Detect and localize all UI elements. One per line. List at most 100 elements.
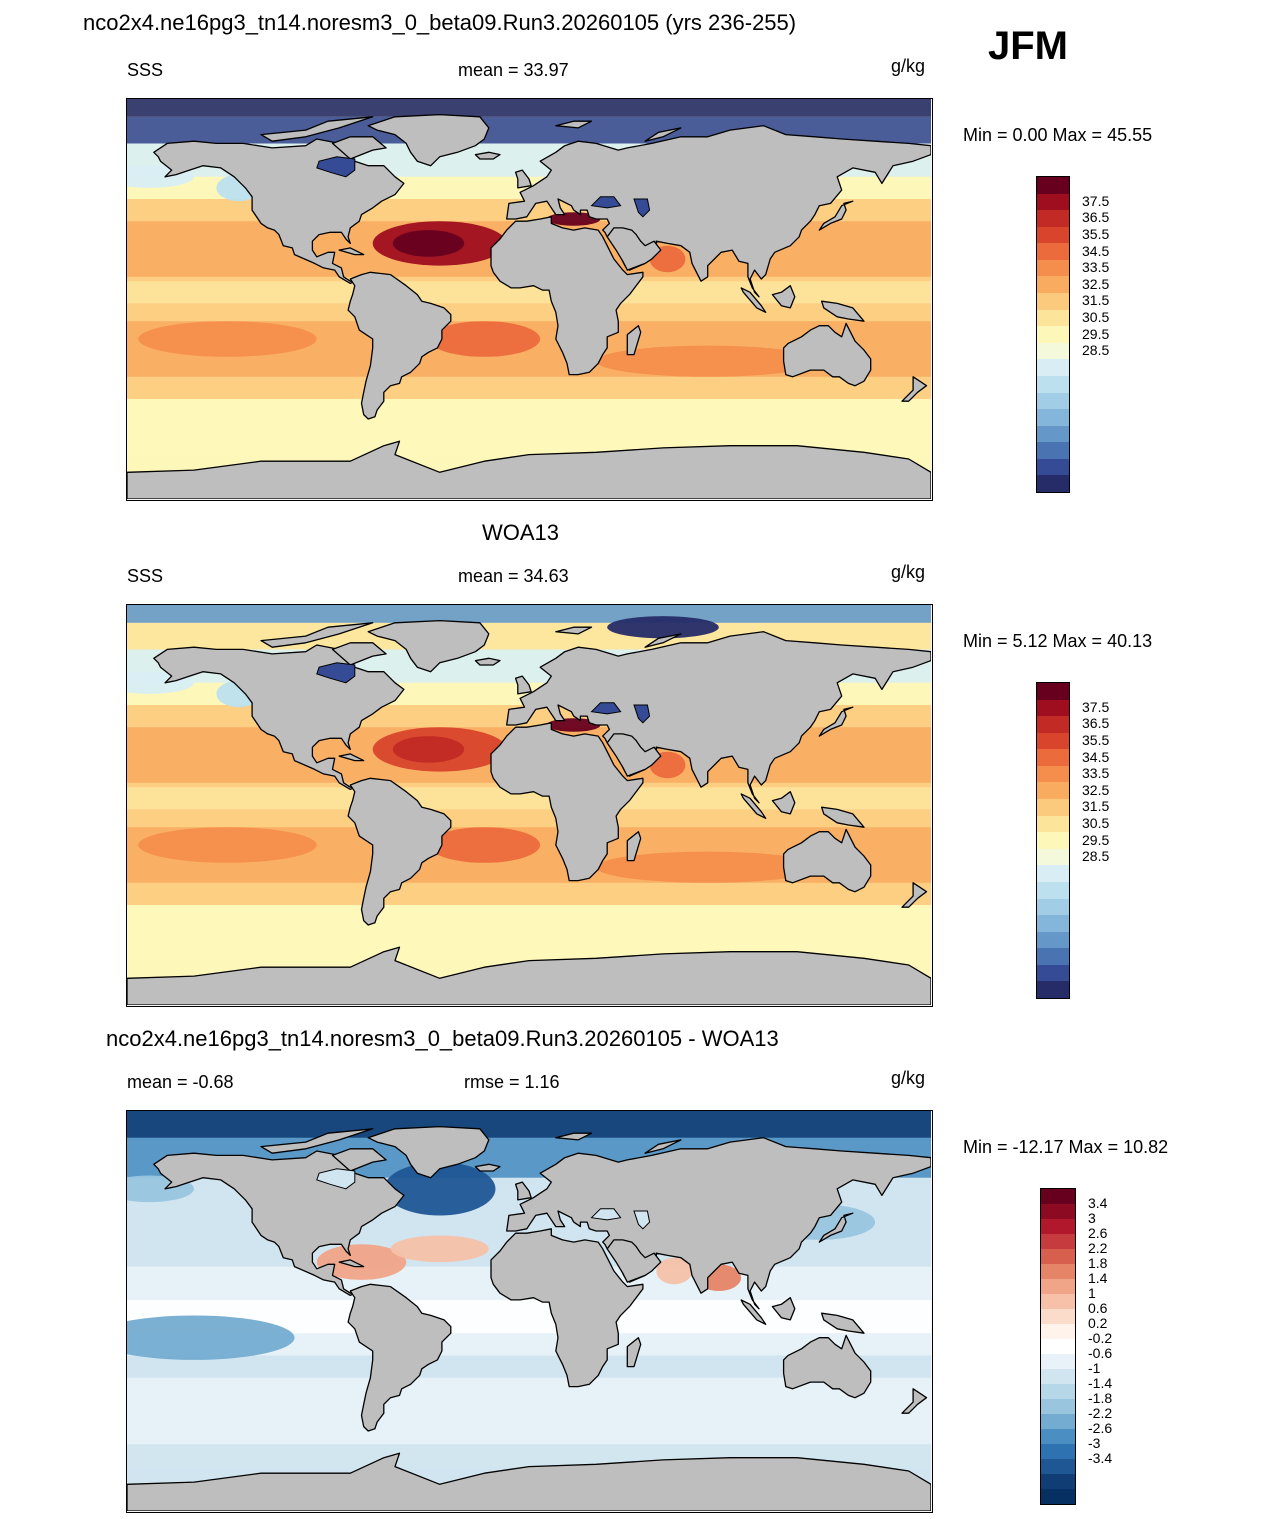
- panel1-model-sss-map: [126, 98, 933, 501]
- colorbar-tick-label: 1: [1088, 1285, 1096, 1301]
- colorbar-tick-label: 36.5: [1082, 209, 1110, 226]
- colorbar-swatch: [1037, 309, 1069, 327]
- colorbar-swatch: [1037, 475, 1069, 492]
- colorbar-tick-label: 28.5: [1082, 848, 1110, 865]
- colorbar-tick-label: -1.8: [1088, 1390, 1113, 1406]
- colorbar-tick-label: 0.2: [1088, 1315, 1108, 1331]
- colorbar-tick-label: 37.5: [1082, 698, 1110, 715]
- panel1-colorbar: [1036, 176, 1070, 493]
- colorbar-swatch: [1037, 409, 1069, 426]
- colorbar-tick-label: 2.6: [1088, 1225, 1108, 1241]
- colorbar-swatch: [1041, 1279, 1075, 1294]
- panel3-units: g/kg: [891, 1068, 926, 1088]
- continents: [127, 113, 931, 499]
- colorbar-tick-label: 30.5: [1082, 308, 1110, 325]
- colorbar-swatch: [1041, 1294, 1075, 1309]
- colorbar-tick-label: 1.8: [1088, 1255, 1108, 1271]
- colorbar-swatch: [1041, 1219, 1075, 1234]
- colorbar-swatch: [1037, 848, 1069, 866]
- colorbar-swatch: [1041, 1384, 1075, 1399]
- panel3-rmse: rmse = 1.16: [464, 1072, 560, 1092]
- colorbar-tick-label: 33.5: [1082, 259, 1110, 276]
- panel3-minmax: Min = -12.17 Max = 10.82: [963, 1137, 1169, 1157]
- panel2-woa13-sss-map: [126, 604, 933, 1007]
- colorbar-tick-label: 29.5: [1082, 325, 1110, 342]
- panel1-variable: SSS: [127, 60, 164, 80]
- colorbar-swatch: [1037, 931, 1069, 949]
- colorbar-tick-label: 3.4: [1088, 1195, 1108, 1211]
- colorbar-swatch: [1041, 1324, 1075, 1339]
- colorbar-swatch: [1041, 1489, 1075, 1504]
- colorbar-tick-label: -0.6: [1088, 1345, 1113, 1361]
- panel3-title: nco2x4.ne16pg3_tn14.noresm3_0_beta09.Run…: [106, 1026, 779, 1051]
- colorbar-swatch: [1041, 1459, 1075, 1474]
- colorbar-swatch: [1041, 1429, 1075, 1444]
- colorbar-swatch: [1037, 326, 1069, 343]
- colorbar-swatch: [1037, 881, 1069, 899]
- colorbar-tick-label: 1.4: [1088, 1270, 1108, 1286]
- colorbar-swatch: [1037, 342, 1069, 360]
- colorbar-swatch: [1037, 716, 1069, 733]
- colorbar-swatch: [1041, 1339, 1075, 1354]
- colorbar-tick-label: 35.5: [1082, 732, 1110, 749]
- colorbar-swatch: [1037, 683, 1069, 700]
- colorbar-tick-label: 33.5: [1082, 765, 1110, 782]
- colorbar-swatch: [1037, 226, 1069, 244]
- colorbar-swatch: [1037, 359, 1069, 376]
- colorbar-swatch: [1041, 1444, 1075, 1459]
- colorbar-swatch: [1037, 799, 1069, 816]
- colorbar-swatch: [1041, 1369, 1075, 1384]
- colorbar-tick-label: 34.5: [1082, 748, 1110, 765]
- panel2-minmax: Min = 5.12 Max = 40.13: [963, 631, 1153, 651]
- figure-title: nco2x4.ne16pg3_tn14.noresm3_0_beta09.Run…: [83, 10, 797, 35]
- panel2-colorbar: [1036, 682, 1070, 999]
- colorbar-swatch: [1041, 1414, 1075, 1429]
- panel2-mean: mean = 34.63: [458, 566, 569, 586]
- colorbar-swatch: [1037, 193, 1069, 211]
- colorbar-swatch: [1041, 1234, 1075, 1249]
- colorbar-tick-label: 29.5: [1082, 831, 1110, 848]
- colorbar-swatch: [1037, 815, 1069, 833]
- panel2-title: WOA13: [482, 520, 560, 545]
- colorbar-tick-label: -3: [1088, 1435, 1101, 1451]
- colorbar-swatch: [1037, 243, 1069, 260]
- colorbar-swatch: [1041, 1474, 1075, 1489]
- inland-seas: [316, 662, 651, 724]
- colorbar-swatch: [1037, 865, 1069, 882]
- colorbar-swatch: [1037, 375, 1069, 393]
- panel1-mean: mean = 33.97: [458, 60, 569, 80]
- colorbar-swatch: [1041, 1399, 1075, 1414]
- colorbar-swatch: [1037, 276, 1069, 294]
- colorbar-tick-label: 37.5: [1082, 192, 1110, 209]
- colorbar-tick-label: -2.6: [1088, 1420, 1113, 1436]
- colorbar-tick-label: 2.2: [1088, 1240, 1108, 1256]
- colorbar-tick-label: 31.5: [1082, 798, 1110, 815]
- colorbar-swatch: [1037, 732, 1069, 750]
- colorbar-swatch: [1041, 1264, 1075, 1279]
- colorbar-swatch: [1037, 832, 1069, 849]
- colorbar-tick-label: -1.4: [1088, 1375, 1113, 1391]
- colorbar-swatch: [1037, 898, 1069, 916]
- colorbar-tick-label: -0.2: [1088, 1330, 1113, 1346]
- colorbar-tick-label: 35.5: [1082, 226, 1110, 243]
- colorbar-swatch: [1041, 1249, 1075, 1264]
- colorbar-tick-label: -3.4: [1088, 1450, 1113, 1466]
- panel3-mean: mean = -0.68: [127, 1072, 234, 1092]
- colorbar-tick-label: 36.5: [1082, 715, 1110, 732]
- colorbar-swatch: [1041, 1309, 1075, 1324]
- season-label: JFM: [988, 24, 1068, 68]
- colorbar-swatch: [1037, 915, 1069, 932]
- colorbar-tick-label: 28.5: [1082, 342, 1110, 359]
- colorbar-swatch: [1037, 749, 1069, 766]
- colorbar-swatch: [1037, 210, 1069, 227]
- panel2-units: g/kg: [891, 562, 926, 582]
- colorbar-tick-label: -2.2: [1088, 1405, 1113, 1421]
- colorbar-swatch: [1037, 392, 1069, 410]
- colorbar-swatch: [1041, 1204, 1075, 1219]
- colorbar-swatch: [1037, 964, 1069, 982]
- colorbar-swatch: [1037, 782, 1069, 800]
- inland-seas: [316, 156, 651, 218]
- colorbar-swatch: [1037, 699, 1069, 717]
- colorbar-tick-label: 32.5: [1082, 781, 1110, 798]
- colorbar-swatch: [1037, 948, 1069, 965]
